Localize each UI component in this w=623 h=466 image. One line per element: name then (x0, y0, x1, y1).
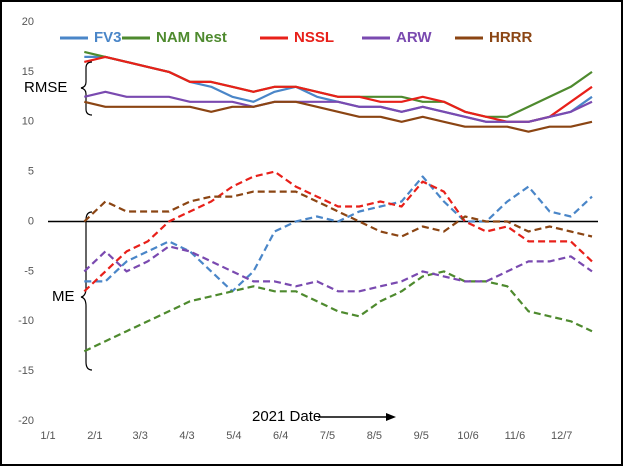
me-line (83, 245, 593, 293)
me-label: ME (52, 288, 75, 305)
legend-label: ARW (396, 29, 432, 46)
me-line (83, 170, 593, 293)
legend-label: NAM Nest (156, 29, 227, 46)
y-tick-label: 0 (28, 215, 34, 227)
x-tick-label: 3/3 (133, 430, 148, 442)
y-tick-label: 10 (22, 116, 34, 128)
x-tick-label: 6/4 (273, 430, 288, 442)
y-tick-label: -10 (18, 315, 34, 327)
y-tick-label: 5 (28, 166, 34, 178)
x-arrow-head (386, 413, 396, 421)
y-tick-label: 15 (22, 66, 34, 78)
x-tick-label: 10/6 (457, 430, 478, 442)
x-tick-label: 12/7 (551, 430, 572, 442)
x-tick-label: 1/1 (40, 430, 55, 442)
x-tick-label: 5/4 (226, 430, 241, 442)
y-tick-label: -5 (24, 265, 34, 277)
x-tick-label: 2/1 (87, 430, 102, 442)
me-line (84, 175, 593, 293)
y-tick-label: 20 (22, 16, 34, 28)
rmse-brace (80, 61, 93, 116)
me-line (83, 270, 593, 353)
me-line (83, 190, 593, 238)
x-tick-label: 9/5 (414, 430, 429, 442)
me-brace (80, 211, 93, 371)
rmse-line (84, 100, 593, 133)
x-tick-label: 7/5 (320, 430, 335, 442)
x-tick-label: 8/5 (367, 430, 382, 442)
x-tick-label: 4/3 (179, 430, 194, 442)
y-tick-label: -20 (18, 415, 34, 427)
rmse-line (84, 90, 593, 123)
legend-label: HRRR (489, 29, 532, 46)
y-tick-label: -15 (18, 365, 34, 377)
rmse-label: RMSE (24, 79, 67, 96)
x-axis-label: 2021 Date (252, 408, 321, 425)
legend-label: FV3 (94, 29, 122, 46)
legend-label: NSSL (294, 29, 334, 46)
x-tick-label: 11/6 (505, 430, 526, 442)
